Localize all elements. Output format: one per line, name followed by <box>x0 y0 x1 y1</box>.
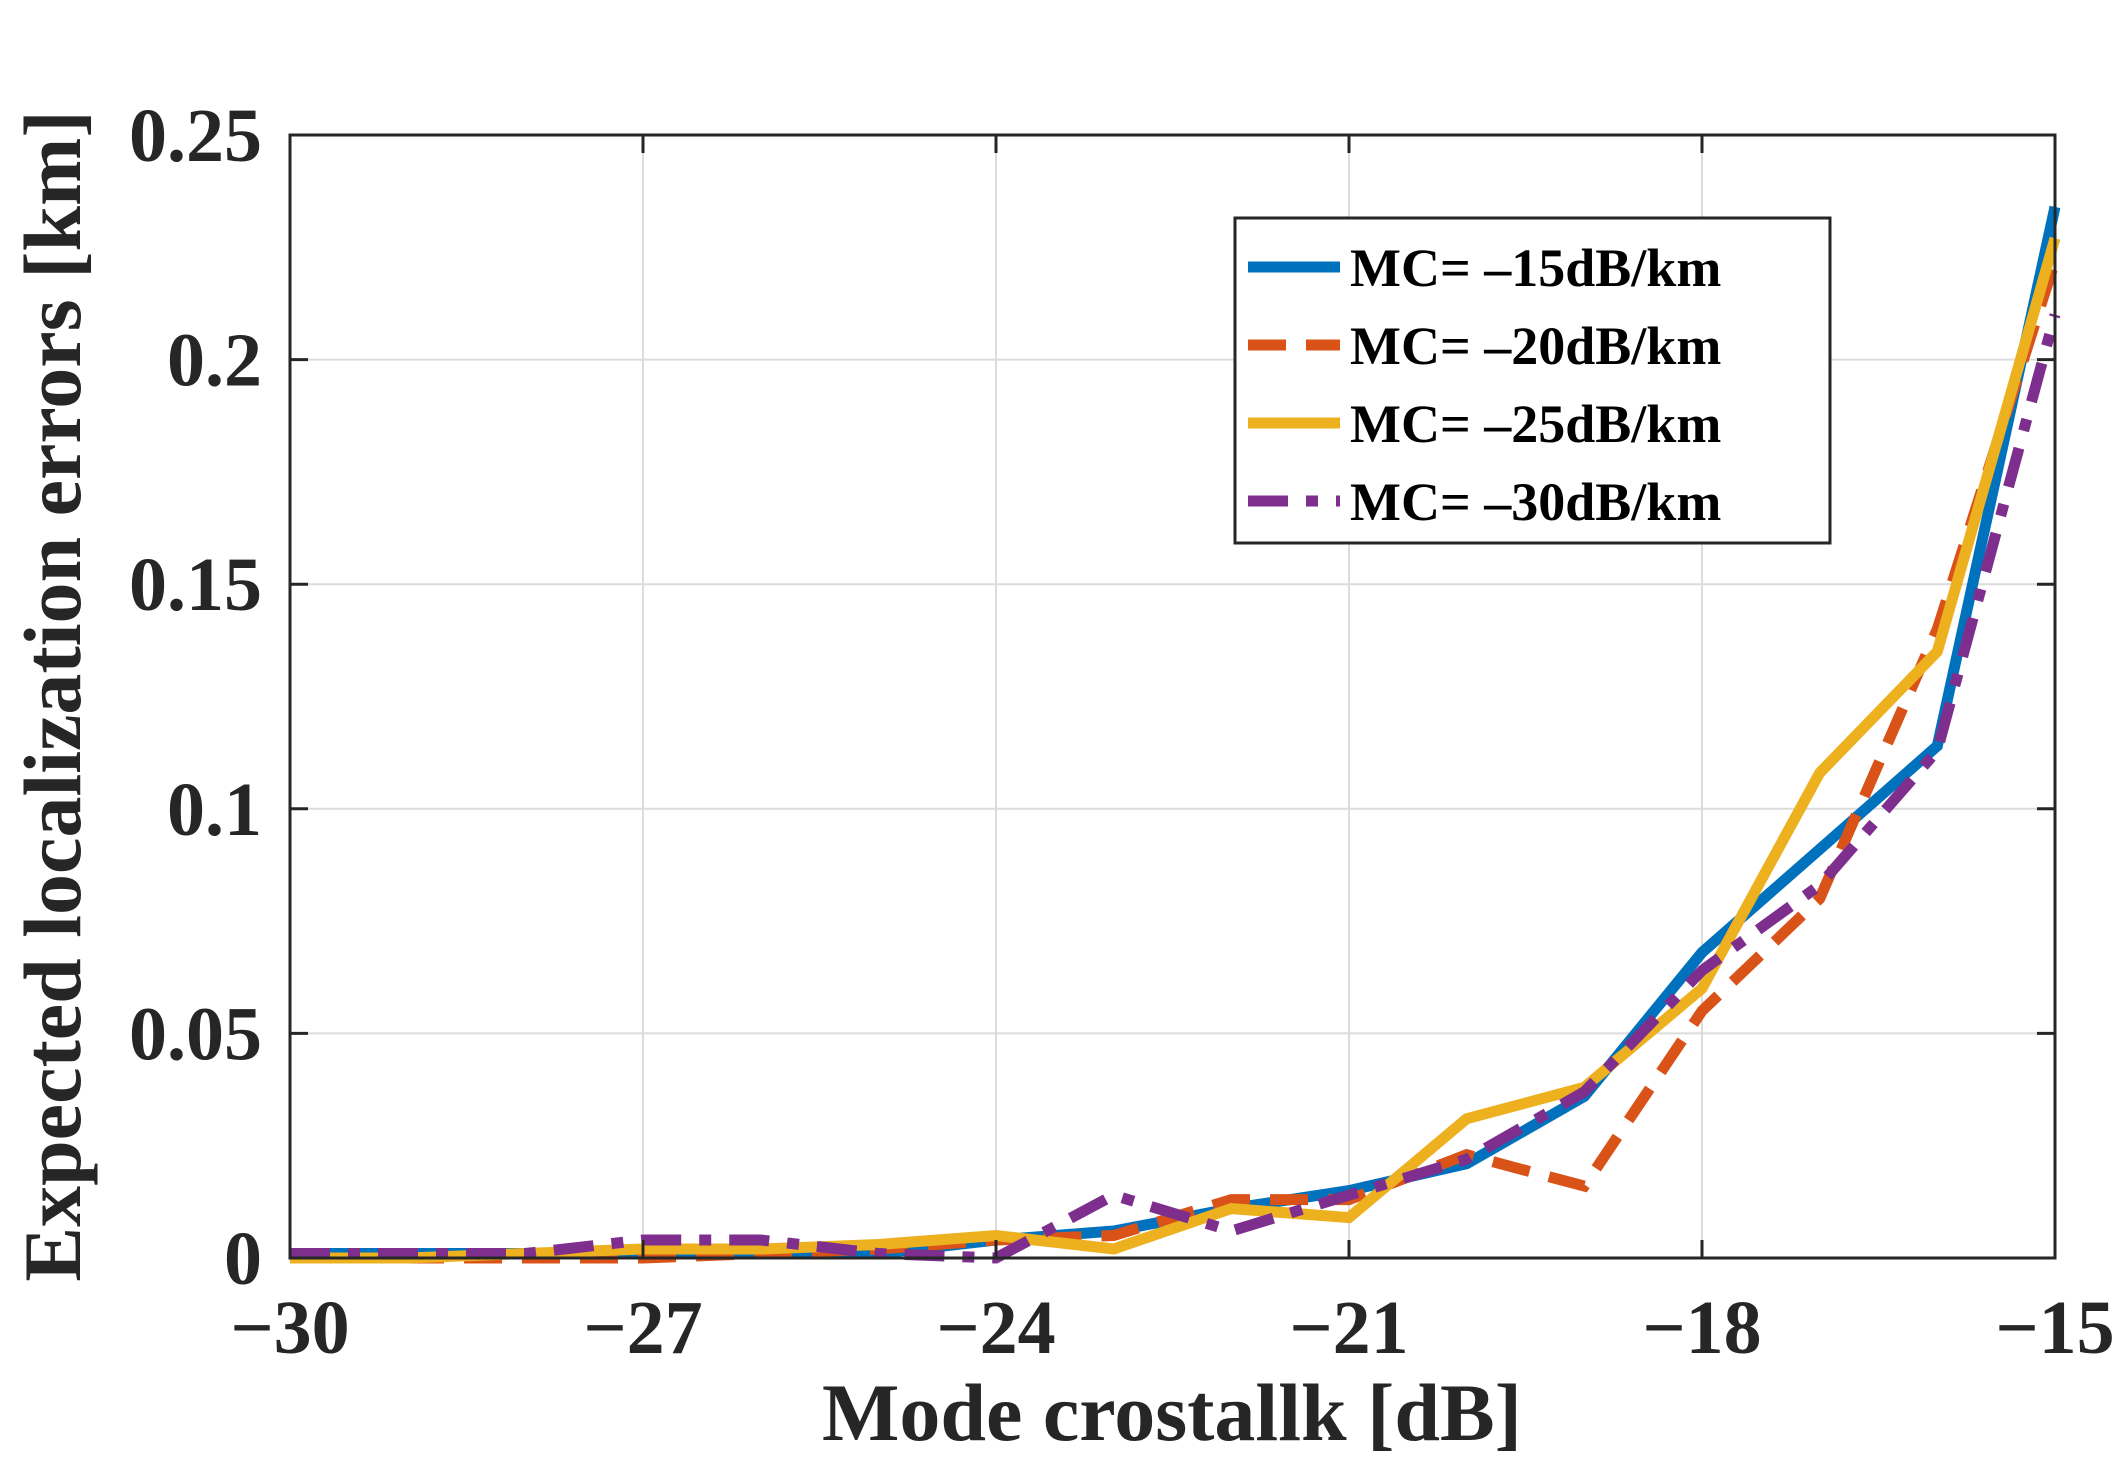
x-tick-label: −21 <box>1289 1286 1408 1370</box>
x-tick-label: −30 <box>230 1286 349 1370</box>
y-tick-label: 0.05 <box>129 992 262 1076</box>
legend-label-1: MC= –20dB/km <box>1350 316 1721 376</box>
legend: MC= –15dB/km MC= –20dB/km MC= –25dB/km MC= … <box>1233 216 1832 545</box>
y-tick-label: 0.2 <box>167 319 262 403</box>
x-tick-label: −15 <box>1995 1286 2114 1370</box>
y-tick-label: 0.25 <box>129 94 262 178</box>
x-axis-title: Mode crostallk [dB] <box>822 1367 1522 1458</box>
legend-label-3: MC= –30dB/km <box>1350 472 1721 532</box>
y-tick-label: 0 <box>224 1217 262 1301</box>
legend-label-0: MC= –15dB/km <box>1350 238 1721 298</box>
y-tick-label: 0.15 <box>129 543 262 627</box>
y-tick-label: 0.1 <box>167 768 262 852</box>
plot-frame <box>288 133 2057 1260</box>
x-tick-label: −27 <box>583 1286 702 1370</box>
x-tick-label: −18 <box>1642 1286 1761 1370</box>
legend-label-2: MC= –25dB/km <box>1350 394 1721 454</box>
series-line-3 <box>290 313 2061 1264</box>
axis-ticks: −30 −27 −24 −21 −18 −15 0 0.05 0.1 0.15 0.2 0.25 <box>129 94 2115 1370</box>
x-tick-label: −24 <box>936 1286 1055 1370</box>
y-axis-title: Expected localization errors [km] <box>7 110 98 1281</box>
